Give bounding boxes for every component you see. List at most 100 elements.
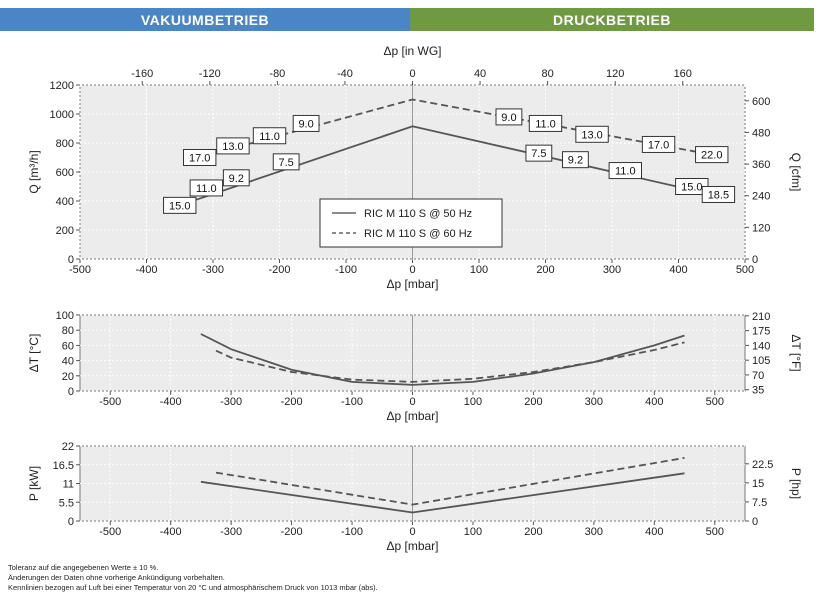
y2-tick-label: 175 bbox=[752, 326, 770, 338]
y2-tick-label: 140 bbox=[752, 340, 770, 352]
annotation-box bbox=[528, 114, 563, 132]
annotation-label: 15.0 bbox=[169, 200, 190, 212]
y-tick-label: 60 bbox=[62, 340, 74, 352]
x-tick-label: 400 bbox=[645, 526, 663, 538]
x-tick-label: -500 bbox=[99, 396, 121, 408]
annotation-label: 17.0 bbox=[648, 139, 669, 151]
annotation-label: 11.0 bbox=[535, 118, 556, 130]
x2-tick-label: 120 bbox=[606, 68, 624, 80]
x2-tick-label: -160 bbox=[131, 68, 153, 80]
x-axis-label: Δp [mbar] bbox=[386, 409, 438, 423]
legend-label: RIC M 110 S @ 60 Hz bbox=[364, 228, 472, 240]
annotation-box bbox=[222, 169, 250, 187]
x-tick-label: 0 bbox=[409, 526, 415, 538]
x-tick-label: -100 bbox=[341, 396, 363, 408]
y2-axis-label: Q [cfm] bbox=[789, 153, 803, 192]
annotation-box bbox=[701, 185, 736, 203]
x-tick-label: 0 bbox=[409, 264, 415, 276]
y-tick-label: 5.5 bbox=[59, 497, 74, 509]
x-tick-label: -500 bbox=[99, 526, 121, 538]
x2-tick-label: 0 bbox=[409, 68, 415, 80]
y2-tick-label: 70 bbox=[752, 370, 764, 382]
annotation-label: 11.0 bbox=[196, 183, 217, 195]
y-tick-label: 800 bbox=[56, 138, 74, 150]
y2-tick-label: 22.5 bbox=[752, 459, 773, 471]
y-tick-label: 40 bbox=[62, 356, 74, 368]
y2-axis-label: P [hp] bbox=[789, 468, 803, 499]
annotation-box bbox=[608, 162, 642, 180]
x-tick-label: -400 bbox=[135, 264, 157, 276]
y2-tick-label: 480 bbox=[752, 127, 770, 139]
x-tick-label: 100 bbox=[470, 264, 488, 276]
annotation-label: 11.0 bbox=[259, 131, 280, 143]
x-axis-label: Δp [mbar] bbox=[386, 277, 438, 291]
annotation-label: 15.0 bbox=[681, 182, 702, 194]
x2-tick-label: 40 bbox=[474, 68, 486, 80]
y-tick-label: 200 bbox=[56, 225, 74, 237]
x2-tick-label: 160 bbox=[674, 68, 692, 80]
y-tick-label: 22 bbox=[62, 441, 74, 453]
y2-tick-label: 7.5 bbox=[752, 497, 767, 509]
annotation-label: 9.0 bbox=[298, 118, 313, 130]
x-tick-label: 0 bbox=[409, 396, 415, 408]
y2-axis-label: ΔT [°F] bbox=[789, 334, 803, 371]
x-tick-label: 400 bbox=[669, 264, 687, 276]
annotation-label: 9.2 bbox=[568, 155, 583, 167]
x-tick-label: -100 bbox=[335, 264, 357, 276]
header-pressure-mode: DRUCKBETRIEB bbox=[410, 8, 814, 31]
annotation-label: 22.0 bbox=[701, 150, 722, 162]
note-conditions: Kennlinien bezogen auf Luft bei einer Te… bbox=[8, 583, 378, 592]
y2-tick-label: 105 bbox=[752, 355, 770, 367]
annotation-box bbox=[252, 127, 287, 145]
legend-box bbox=[319, 198, 503, 248]
series-line-50hz bbox=[200, 472, 685, 514]
y2-tick-label: 600 bbox=[752, 96, 770, 108]
x-tick-label: -200 bbox=[268, 264, 290, 276]
y2-tick-label: 0 bbox=[752, 254, 758, 266]
series-line-60hz bbox=[196, 98, 712, 160]
annotation-box bbox=[292, 114, 320, 132]
y2-tick-label: 120 bbox=[752, 222, 770, 234]
y-tick-label: 0 bbox=[68, 516, 74, 528]
x-tick-label: 200 bbox=[524, 526, 542, 538]
y-tick-label: 1000 bbox=[50, 109, 74, 121]
annotation-box bbox=[272, 153, 300, 171]
x-tick-label: -500 bbox=[69, 264, 91, 276]
series-line-50hz bbox=[200, 333, 685, 386]
x-tick-label: -400 bbox=[160, 526, 182, 538]
y-tick-label: 80 bbox=[62, 325, 74, 337]
note-tolerance: Toleranz auf die angegebenen Werte ± 10 … bbox=[8, 563, 159, 572]
annotation-label: 11.0 bbox=[615, 166, 636, 178]
x-tick-label: 300 bbox=[585, 526, 603, 538]
x-tick-label: 400 bbox=[645, 396, 663, 408]
annotation-box bbox=[495, 108, 523, 126]
annotation-box bbox=[575, 125, 609, 143]
y-tick-label: 600 bbox=[56, 167, 74, 179]
note-changes: Änderungen der Daten ohne vorherige Ankü… bbox=[8, 573, 225, 582]
y-tick-label: 0 bbox=[68, 254, 74, 266]
series-line-60hz bbox=[215, 341, 685, 383]
y-tick-label: 20 bbox=[62, 371, 74, 383]
header-vacuum-mode: VAKUUMBETRIEB bbox=[0, 8, 410, 31]
y-tick-label: 16.5 bbox=[53, 460, 74, 472]
y2-tick-label: 15 bbox=[752, 478, 764, 490]
annotation-label: 13.0 bbox=[581, 129, 602, 141]
annotation-label: 18.5 bbox=[708, 189, 729, 201]
annotation-label: 7.5 bbox=[531, 148, 546, 160]
annotation-box bbox=[641, 135, 676, 153]
y-tick-label: 1200 bbox=[50, 80, 74, 92]
annotation-box bbox=[189, 179, 224, 197]
y2-tick-label: 0 bbox=[752, 516, 758, 528]
y2-tick-label: 210 bbox=[752, 311, 770, 323]
x2-tick-label: -120 bbox=[199, 68, 221, 80]
x-tick-label: 300 bbox=[585, 396, 603, 408]
annotation-box bbox=[216, 137, 250, 155]
annotation-box bbox=[163, 196, 197, 214]
x-tick-label: -100 bbox=[341, 526, 363, 538]
annotation-box bbox=[183, 149, 217, 166]
legend-label: RIC M 110 S @ 50 Hz bbox=[364, 208, 472, 220]
y2-tick-label: 240 bbox=[752, 191, 770, 203]
annotation-label: 17.0 bbox=[189, 153, 210, 165]
x-tick-label: 100 bbox=[464, 526, 482, 538]
annotation-label: 9.0 bbox=[501, 112, 516, 124]
